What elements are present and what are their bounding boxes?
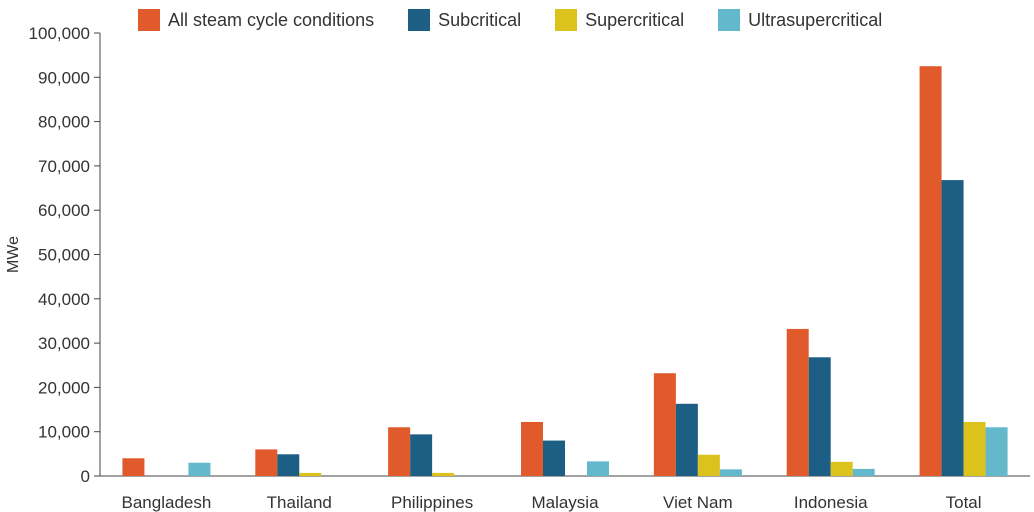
x-tick-label: Total (946, 493, 982, 512)
y-tick-label: 40,000 (38, 290, 90, 309)
y-tick-label: 10,000 (38, 423, 90, 442)
legend-label: Ultrasupercritical (748, 9, 883, 30)
legend-swatch (408, 9, 431, 31)
y-tick-label: 60,000 (38, 201, 90, 220)
legend-swatch (138, 9, 160, 31)
bar-supercritical-total (963, 421, 986, 476)
x-tick-label: Viet Nam (663, 493, 733, 512)
x-tick-label: Thailand (267, 493, 332, 512)
bar-ultrasupercritical-indonesia (852, 468, 875, 476)
bar-ultrasupercritical-malaysia (587, 461, 609, 476)
bar-subcritical-indonesia (808, 357, 831, 476)
bar-all-steam-cycle-conditions-indonesia (786, 328, 809, 476)
bar-all-steam-cycle-conditions-total (919, 66, 942, 476)
bar-all-steam-cycle-conditions-bangladesh (122, 458, 145, 476)
y-tick-label: 50,000 (38, 246, 90, 265)
y-tick-label: 80,000 (38, 113, 90, 132)
legend-item: Ultrasupercritical (718, 9, 882, 31)
bar-subcritical-thailand (277, 454, 300, 476)
legend-swatch (555, 9, 578, 31)
bar-all-steam-cycle-conditions-philippines (388, 427, 411, 476)
legend: All steam cycle conditions Subcritical Sup… (138, 9, 916, 31)
y-tick-label: 30,000 (38, 334, 90, 353)
bar-ultrasupercritical-total (985, 427, 1008, 476)
y-tick-label: 0 (81, 467, 90, 486)
x-tick-label: Philippines (391, 493, 473, 512)
bar-subcritical-malaysia (543, 440, 565, 476)
y-axis-label: MWe (5, 236, 22, 273)
bar-supercritical-indonesia (830, 461, 853, 476)
y-tick-label: 90,000 (38, 68, 90, 87)
bar-supercritical-viet-nam (697, 454, 720, 476)
y-tick-label: 70,000 (38, 157, 90, 176)
bar-ultrasupercritical-bangladesh (188, 462, 211, 476)
x-tick-label: Indonesia (794, 493, 868, 512)
legend-label: Subcritical (438, 9, 522, 30)
bar-all-steam-cycle-conditions-viet-nam (653, 373, 676, 476)
bar-all-steam-cycle-conditions-malaysia (521, 421, 543, 476)
x-tick-label: Bangladesh (122, 493, 212, 512)
bar-subcritical-viet-nam (675, 403, 698, 476)
bar-supercritical-philippines (432, 472, 455, 476)
legend-item: All steam cycle conditions (138, 9, 374, 31)
legend-label: All steam cycle conditions (168, 9, 375, 30)
legend-item: Subcritical (408, 9, 521, 31)
legend-label: Supercritical (585, 9, 685, 30)
legend-item: Supercritical (555, 9, 684, 31)
bar-subcritical-philippines (410, 434, 433, 476)
bar-subcritical-total (941, 180, 964, 477)
y-tick-label: 100,000 (29, 24, 90, 43)
x-tick-label: Malaysia (531, 493, 599, 512)
bar-all-steam-cycle-conditions-thailand (255, 449, 278, 476)
bar-ultrasupercritical-viet-nam (719, 469, 742, 476)
legend-swatch (718, 9, 741, 31)
y-tick-label: 20,000 (38, 378, 90, 397)
bar-supercritical-thailand (299, 472, 322, 476)
